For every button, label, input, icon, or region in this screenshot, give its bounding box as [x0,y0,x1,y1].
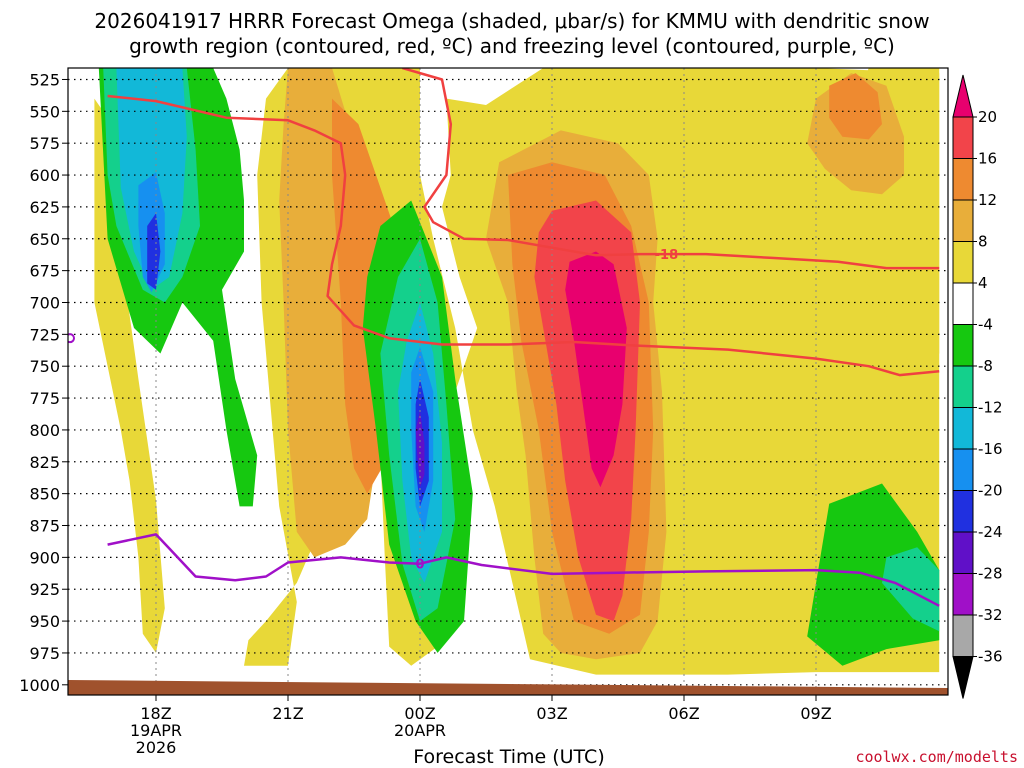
omega-region-21 [147,213,161,290]
ytick-label-850: 850 [29,485,60,504]
colorbar-band-1 [952,158,974,201]
colorbar-label-3: 8 [978,233,988,251]
contour-line-2 [107,533,940,607]
xtick-label-24-0: 00Z [404,704,435,723]
colorbar-band-5 [952,324,974,367]
freezing-contour-label: 0 [415,558,424,573]
colorbar-label-12: -32 [978,606,1003,624]
xtick-label-24-1: 20APR [394,721,446,740]
x-axis-label: Forecast Time (UTC) [413,746,604,768]
ytick-label-575: 575 [29,134,60,153]
ytick-label-975: 975 [29,644,60,663]
colorbar-band-3 [952,241,974,284]
colorbar-band-8 [952,448,974,491]
ytick-label-700: 700 [29,293,60,312]
y-axis-ticks: 525 550 575 600 625 650 675 700 725 750 775 800 825 8… [19,70,68,695]
ytick-label-725: 725 [29,325,60,344]
ytick-label-550: 550 [29,102,60,121]
xtick-label-33-0: 09Z [800,704,831,723]
colorbar-label-5: -4 [978,316,993,334]
ytick-label-675: 675 [29,262,60,281]
colorbar-band-7 [952,407,974,450]
colorbar-label-0: 20 [978,108,997,126]
gridlines [68,68,948,695]
ytick-label-600: 600 [29,166,60,185]
xtick-label-18-0: 18Z [140,704,171,723]
chart-title-line1: 2026041917 HRRR Forecast Omega (shaded, … [94,9,929,33]
colorbar-label-10: -24 [978,523,1003,541]
colorbar-label-6: -8 [978,357,993,375]
omega-shading [94,68,940,675]
contour-line-1 [402,68,940,270]
colorbar-band-4 [952,282,974,325]
xtick-label-30-0: 06Z [668,704,699,723]
credit-link[interactable]: coolwx.com/modelts [855,748,1018,766]
colorbar-top-arrow [952,74,974,118]
dendritic-contour-label: -18 [655,248,679,263]
ytick-label-925: 925 [29,580,60,599]
ytick-label-775: 775 [29,389,60,408]
plot-area: -18 0 [68,68,948,695]
colorbar-band-12 [952,614,974,657]
ytick-label-650: 650 [29,230,60,249]
omega-region-16 [882,547,940,632]
colorbar-label-2: 12 [978,191,997,209]
colorbar-band-6 [952,365,974,408]
colorbar-label-13: -36 [978,648,1003,666]
colorbar-band-2 [952,199,974,242]
colorbar-band-0 [952,116,974,159]
freezing-edge-marker [68,333,75,344]
colorbar: 20 16 12 8 4 -4 -8 -12 -16 -20 -24 -28 -32 -36 [952,74,1003,699]
ytick-label-800: 800 [29,421,60,440]
colorbar-label-11: -28 [978,565,1003,583]
colorbar-band-9 [952,490,974,533]
chart-title-line2: growth region (contoured, red, ºC) and f… [129,34,895,58]
omega-region-8 [829,73,882,140]
ytick-label-750: 750 [29,357,60,376]
ytick-label-875: 875 [29,517,60,536]
colorbar-label-7: -12 [978,399,1003,417]
terrain-ground [68,680,948,695]
ytick-label-825: 825 [29,453,60,472]
colorbar-band-10 [952,531,974,574]
colorbar-label-8: -16 [978,440,1003,458]
colorbar-label-9: -20 [978,482,1003,500]
omega-region-10 [565,251,627,488]
contour-lines: -18 0 [68,68,940,607]
colorbar-label-4: 4 [978,274,988,292]
ytick-label-1000: 1000 [19,676,60,695]
xtick-label-27-0: 03Z [536,704,567,723]
ytick-label-900: 900 [29,548,60,567]
plot-frame [67,67,949,696]
colorbar-bottom-arrow [952,656,974,699]
xtick-label-18-1: 19APR [130,721,182,740]
colorbar-label-1: 16 [978,150,997,168]
contour-line-0 [107,94,940,377]
xtick-label-18-2: 2026 [136,738,177,757]
ytick-label-625: 625 [29,198,60,217]
omega-region-13 [807,483,940,666]
colorbar-band-11 [952,573,974,616]
ytick-label-525: 525 [29,70,60,89]
ytick-label-950: 950 [29,612,60,631]
xtick-label-21-0: 21Z [272,704,303,723]
